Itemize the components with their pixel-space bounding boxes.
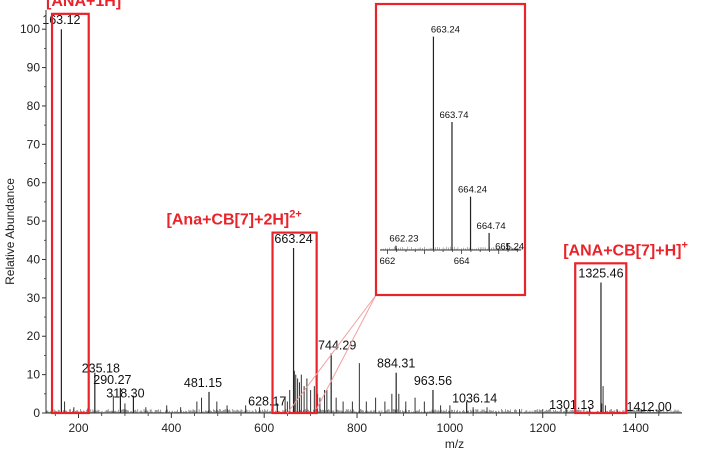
- y-tick-label-50: 50: [27, 214, 41, 228]
- inset-peak-label-664.24: 664.24: [458, 185, 487, 196]
- peak-label-1412.00: 1412.00: [627, 400, 672, 414]
- peak-label-290.27: 290.27: [93, 373, 131, 387]
- peak-label-163.12: 163.12: [42, 13, 80, 27]
- peak-label-628.17: 628.17: [248, 394, 286, 408]
- x-tick-label-1400: 1400: [622, 421, 649, 435]
- y-tick-label-100: 100: [20, 22, 40, 36]
- annotation-label-0: [ANA+1H]+: [46, 0, 128, 10]
- inset-peak-label-665.24: 665.24: [495, 242, 524, 253]
- x-tick-label-400: 400: [161, 421, 181, 435]
- annotation-label-2: [ANA+CB[7]+H]+: [563, 239, 688, 259]
- peak-label-235.18: 235.18: [82, 362, 120, 376]
- inset-peak-label-663.74: 663.74: [439, 110, 468, 121]
- peak-label-1301.13: 1301.13: [549, 398, 594, 412]
- inset-peak-label-663.24: 663.24: [431, 25, 460, 36]
- inset-x-tick-label-662: 662: [379, 256, 395, 267]
- peak-label-663.24: 663.24: [274, 232, 312, 246]
- y-tick-label-10: 10: [27, 368, 41, 382]
- y-tick-label-90: 90: [27, 61, 41, 75]
- x-tick-label-600: 600: [254, 421, 274, 435]
- x-tick-label-1200: 1200: [529, 421, 556, 435]
- inset-peak-label-664.74: 664.74: [477, 221, 506, 232]
- inset-spectrum: 662 664 662.23 663.24 663.74 664.24 664.74 665.…: [374, 2, 527, 297]
- peak-label-318.30: 318.30: [106, 387, 144, 401]
- x-axis-title: m/z: [445, 437, 464, 451]
- annotation-box-2: [574, 262, 628, 415]
- peak-label-1036.14: 1036.14: [452, 391, 497, 405]
- y-tick-label-70: 70: [27, 137, 41, 151]
- annotations: [ANA+1H]+ [Ana+CB[7]+2H]2+ [ANA+CB[7]+H]+: [46, 0, 688, 415]
- y-tick-label-40: 40: [27, 252, 41, 266]
- inset-frame: [374, 2, 527, 297]
- x-tick-label-200: 200: [68, 421, 88, 435]
- peak-label-481.15: 481.15: [184, 376, 222, 390]
- y-tick-label-20: 20: [27, 329, 41, 343]
- annotation-label-1: [Ana+CB[7]+2H]2+: [167, 209, 302, 229]
- y-tick-label-60: 60: [27, 176, 41, 190]
- zoom-line-right: [316, 294, 377, 410]
- y-axis-title: Relative Abundance: [3, 178, 17, 285]
- y-tick-label-30: 30: [27, 291, 41, 305]
- peak-label-744.29: 744.29: [318, 339, 356, 353]
- peak-label-884.31: 884.31: [377, 357, 415, 371]
- annotation-box-0: [50, 12, 90, 415]
- annotation-box-1: [271, 231, 318, 415]
- y-tick-label-0: 0: [33, 406, 40, 420]
- y-tick-label-80: 80: [27, 99, 41, 113]
- zoom-line-left: [287, 294, 377, 414]
- inset-peak-label-662.23: 662.23: [389, 234, 418, 245]
- inset-x-tick-label-664: 664: [454, 256, 470, 267]
- zoom-lines: [287, 294, 377, 414]
- x-tick-label-1000: 1000: [437, 421, 464, 435]
- x-tick-label-800: 800: [347, 421, 367, 435]
- peak-label-963.56: 963.56: [414, 374, 452, 388]
- peak-label-1325.46: 1325.46: [578, 267, 623, 281]
